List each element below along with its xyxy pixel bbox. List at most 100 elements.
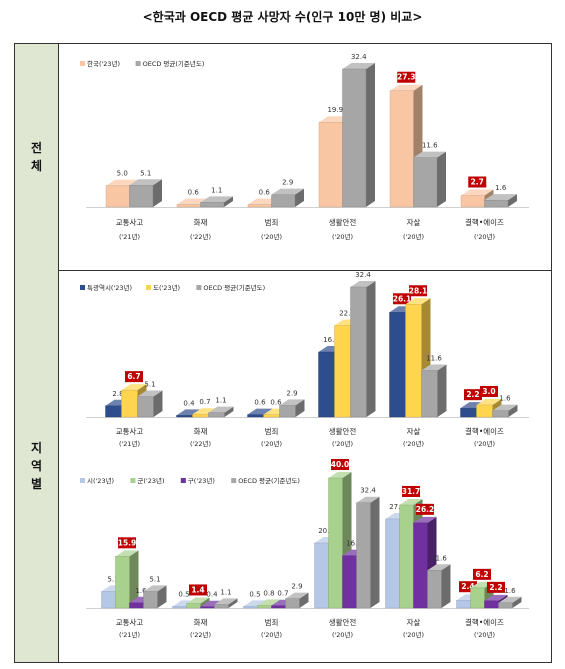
data-label: 26.1 xyxy=(393,294,412,303)
legend-label: 구('23년) xyxy=(188,476,215,485)
legend-swatch xyxy=(80,285,85,290)
chart-3: 시('23년) 군('23년) 구('23년) OECD 평균(기준년도) 5.1 15.… xyxy=(80,459,529,639)
highlight-badge xyxy=(459,581,477,593)
category-year-label: ('22년) xyxy=(190,630,211,639)
category-label: 생활안전 xyxy=(329,426,357,436)
bar-front xyxy=(460,195,485,208)
bar-front xyxy=(121,389,138,418)
bar-side xyxy=(512,596,522,608)
bar-front xyxy=(208,412,225,418)
bar-top xyxy=(106,179,139,186)
bar-front xyxy=(247,414,264,418)
bar xyxy=(285,592,309,609)
chart-2: 특광역시('23년) 도('23년) OECD 평균(기준년도) 2.8 6.7 5.1 교… xyxy=(80,271,529,448)
category-label: 자살 xyxy=(407,427,421,436)
data-label: 40.0 xyxy=(331,460,350,469)
bar-side xyxy=(224,406,234,417)
bar-top xyxy=(121,384,147,391)
bar-front xyxy=(314,542,329,609)
data-label: 0.7 xyxy=(199,398,210,406)
bar-top xyxy=(115,550,139,557)
bar-front xyxy=(334,325,351,418)
legend-swatch xyxy=(146,285,151,290)
data-label: 5.0 xyxy=(117,170,128,178)
highlight-badge xyxy=(402,485,420,497)
bar-top xyxy=(243,600,267,607)
bar xyxy=(200,196,233,208)
category-year-label: ('20년) xyxy=(474,630,495,639)
bar-front xyxy=(105,405,122,418)
bar-front xyxy=(421,370,438,418)
bar-front xyxy=(137,396,154,418)
bar-top xyxy=(214,598,238,605)
data-label: 16.2 xyxy=(323,336,339,344)
bar-front xyxy=(476,404,493,418)
bar-top xyxy=(279,399,305,406)
bar-front xyxy=(389,312,406,418)
bar-top xyxy=(342,63,375,69)
bar-front xyxy=(115,556,130,609)
category-label: 자살 xyxy=(407,618,421,627)
highlight-badge xyxy=(331,459,349,470)
data-label: 5.1 xyxy=(149,575,160,583)
data-label: 1.1 xyxy=(211,186,222,194)
bar xyxy=(129,179,162,208)
category-year-label: ('20년) xyxy=(332,232,353,241)
legend-swatch xyxy=(80,478,85,483)
bar-front xyxy=(413,157,438,208)
data-label: 2.7 xyxy=(471,178,484,187)
bar-front xyxy=(186,603,201,609)
data-label: 0.7 xyxy=(277,590,288,598)
bar-side xyxy=(370,496,380,608)
legend-swatch xyxy=(196,285,202,290)
bar-top xyxy=(208,406,234,413)
category-year-label: ('20년) xyxy=(474,439,495,448)
bar-top xyxy=(427,564,451,571)
category-year-label: ('21년) xyxy=(119,439,140,448)
data-label: 2.9 xyxy=(282,179,293,187)
category-year-label: ('20년) xyxy=(332,439,353,448)
bar xyxy=(492,404,518,418)
highlight-badge xyxy=(468,176,487,188)
bar-side xyxy=(129,550,139,608)
bar-front xyxy=(172,606,187,609)
data-label: 1.4 xyxy=(191,585,204,594)
category-label: 자살 xyxy=(407,218,421,227)
highlight-badge xyxy=(125,371,143,383)
legend-label: 시('23년) xyxy=(87,476,114,485)
category-label: 결핵•에이즈 xyxy=(465,217,504,227)
data-label: 2.2 xyxy=(466,390,479,399)
bar-front xyxy=(456,600,471,609)
bar-front xyxy=(484,600,499,609)
bar-side xyxy=(366,63,375,207)
category-year-label: ('21년) xyxy=(119,630,140,639)
bar-front xyxy=(492,410,509,418)
bar-side xyxy=(437,364,447,417)
bar-front xyxy=(143,591,158,609)
legend-label: OECD 평균(기준년도) xyxy=(203,283,265,292)
bar-top xyxy=(476,398,502,405)
data-label: 0.8 xyxy=(263,589,274,597)
bar-front xyxy=(350,286,367,418)
bar-front xyxy=(129,602,144,609)
bar-front xyxy=(328,477,343,609)
category-year-label: ('20년) xyxy=(261,232,282,241)
bar-front xyxy=(460,407,477,418)
data-label: 26.2 xyxy=(416,505,435,514)
data-label: 20.0 xyxy=(318,527,334,535)
category-label: 결핵•에이즈 xyxy=(465,617,504,627)
legend-swatch xyxy=(135,61,141,66)
data-label: 15.9 xyxy=(118,538,137,547)
data-label: 28.1 xyxy=(409,286,428,295)
bar-top xyxy=(413,516,437,523)
bar-front xyxy=(427,570,442,609)
category-label: 교통사고 xyxy=(116,618,144,627)
bar xyxy=(271,188,304,208)
data-label: 1.1 xyxy=(215,397,226,405)
comparison-table-frame: 전체 지역별 xyxy=(14,43,552,663)
bar-top xyxy=(356,496,380,503)
bar xyxy=(279,399,305,418)
bar-front xyxy=(176,204,201,208)
bar xyxy=(342,63,375,208)
bar-top xyxy=(192,408,218,415)
